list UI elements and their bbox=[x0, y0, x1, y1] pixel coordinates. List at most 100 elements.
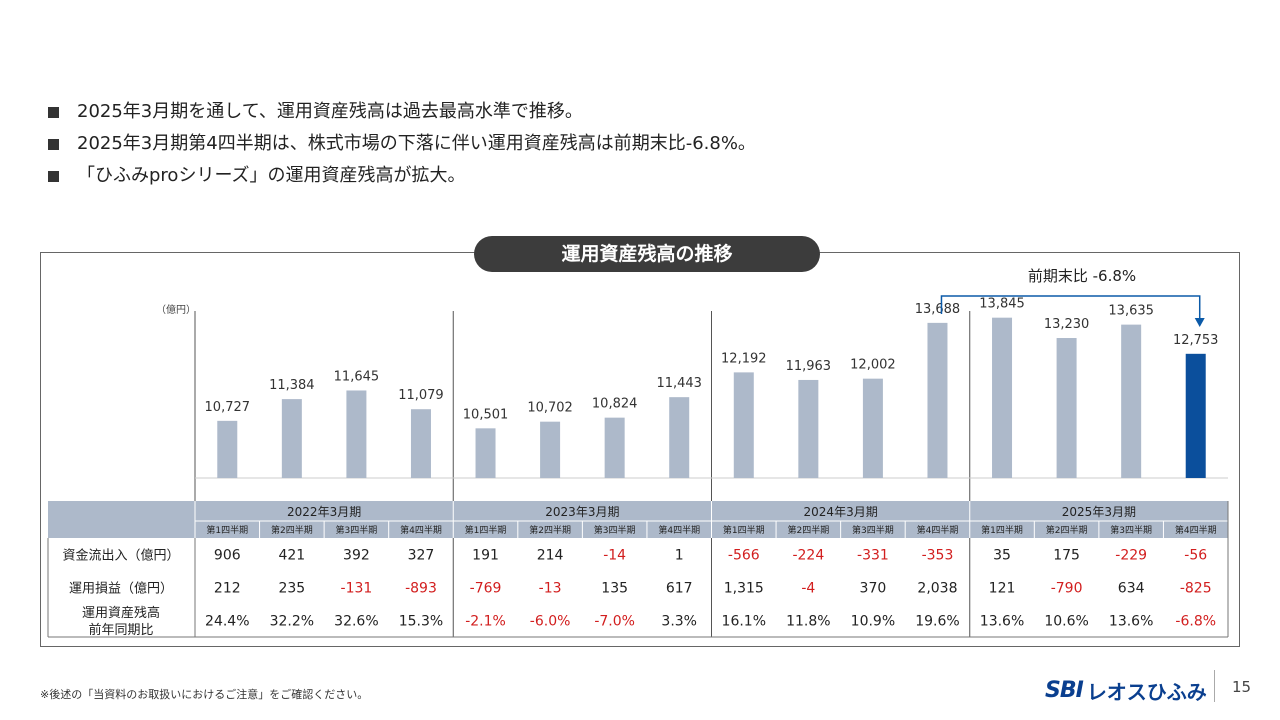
bar bbox=[1121, 324, 1142, 478]
table-cell: 32.6% bbox=[334, 614, 378, 630]
bullet-item: 「ひふみproシリーズ」の運用資産残高が拡大。 bbox=[48, 160, 756, 192]
unit-label: （億円） bbox=[156, 303, 196, 316]
quarter-label: 第1四半期 bbox=[465, 524, 507, 536]
data-label: 13,845 bbox=[979, 297, 1025, 312]
data-label: 12,753 bbox=[1173, 333, 1219, 348]
table-cell: 10.6% bbox=[1044, 614, 1088, 630]
quarter-label: 第3四半期 bbox=[594, 524, 636, 536]
bullet-list: 2025年3月期を通して、運用資産残高は過去最高水準で推移。 2025年3月期第… bbox=[48, 96, 756, 192]
year-label: 2024年3月期 bbox=[804, 505, 878, 519]
bullet-square-icon bbox=[48, 138, 59, 150]
quarter-label: 第3四半期 bbox=[336, 524, 378, 536]
bullet-item: 2025年3月期を通して、運用資産残高は過去最高水準で推移。 bbox=[48, 96, 756, 128]
row-label: 前年同期比 bbox=[88, 622, 153, 638]
bar bbox=[1185, 353, 1206, 478]
table-cell: -2.1% bbox=[465, 614, 506, 630]
company-logo: SBI レオスひふみ bbox=[1045, 676, 1207, 705]
table-cell: 10.9% bbox=[851, 614, 895, 630]
quarter-label: 第4四半期 bbox=[658, 524, 700, 536]
table-header-band bbox=[48, 501, 1228, 538]
table-cell: -7.0% bbox=[594, 614, 635, 630]
footnote: ※後述の「当資料のお取扱いにおけるご注意」をご確認ください。 bbox=[40, 688, 369, 701]
year-label: 2025年3月期 bbox=[1062, 505, 1136, 519]
quarter-label: 第1四半期 bbox=[723, 524, 765, 536]
bar bbox=[281, 399, 302, 478]
row-label: 資金流出入（億円） bbox=[62, 548, 179, 564]
arrow-down-icon bbox=[1194, 318, 1205, 327]
data-label: 11,963 bbox=[786, 359, 832, 374]
footer-divider bbox=[1214, 670, 1215, 702]
table-cell: -13 bbox=[539, 581, 562, 597]
table-cell: -893 bbox=[405, 581, 437, 597]
table-cell: 32.2% bbox=[270, 614, 314, 630]
table-cell: 16.1% bbox=[722, 614, 766, 630]
quarter-label: 第3四半期 bbox=[852, 524, 894, 536]
bullet-square-icon bbox=[48, 170, 59, 182]
table-cell: 24.4% bbox=[205, 614, 249, 630]
bullet-text: 2025年3月期第4四半期は、株式市場の下落に伴い運用資産残高は前期末比-6.8… bbox=[77, 133, 756, 154]
bullet-square-icon bbox=[48, 106, 59, 118]
data-label: 13,688 bbox=[915, 302, 961, 317]
bar bbox=[1056, 338, 1077, 478]
change-annotation: 前期末比 -6.8% bbox=[1028, 267, 1136, 285]
table-cell: 1 bbox=[675, 548, 684, 564]
table-cell: 191 bbox=[472, 548, 499, 564]
table-cell: 370 bbox=[860, 581, 887, 597]
data-label: 13,230 bbox=[1044, 317, 1090, 332]
bar bbox=[733, 372, 754, 478]
table-cell: 175 bbox=[1053, 548, 1080, 564]
chart-title: 運用資産残高の推移 bbox=[474, 236, 820, 272]
bullet-item: 2025年3月期第4四半期は、株式市場の下落に伴い運用資産残高は前期末比-6.8… bbox=[48, 128, 756, 160]
bullet-text: 「ひふみproシリーズ」の運用資産残高が拡大。 bbox=[77, 165, 466, 186]
data-label: 10,824 bbox=[592, 397, 638, 412]
bar bbox=[669, 397, 690, 478]
table-cell: 35 bbox=[993, 548, 1011, 564]
table-cell: 13.6% bbox=[1109, 614, 1153, 630]
data-label: 11,079 bbox=[398, 388, 444, 403]
bar bbox=[410, 409, 431, 478]
bar bbox=[475, 428, 496, 478]
table-cell: 327 bbox=[408, 548, 435, 564]
table-cell: -6.0% bbox=[530, 614, 571, 630]
table-cell: 11.8% bbox=[786, 614, 830, 630]
quarter-label: 第1四半期 bbox=[981, 524, 1023, 536]
table-cell: -229 bbox=[1115, 548, 1147, 564]
table-cell: 634 bbox=[1118, 581, 1145, 597]
data-label: 11,645 bbox=[334, 369, 380, 384]
bar bbox=[346, 390, 367, 478]
table-cell: -4 bbox=[801, 581, 815, 597]
bar bbox=[217, 420, 238, 478]
table-cell: 392 bbox=[343, 548, 370, 564]
logo-sbi-text: SBI bbox=[1045, 678, 1084, 703]
data-label: 12,002 bbox=[850, 358, 896, 373]
table-cell: 617 bbox=[666, 581, 693, 597]
table-cell: -224 bbox=[792, 548, 824, 564]
table-cell: -566 bbox=[728, 548, 760, 564]
table-cell: -6.8% bbox=[1175, 614, 1216, 630]
table-cell: 421 bbox=[278, 548, 305, 564]
change-bracket bbox=[940, 295, 1201, 318]
table-cell: 1,315 bbox=[724, 581, 764, 597]
quarter-label: 第1四半期 bbox=[206, 524, 248, 536]
quarter-label: 第2四半期 bbox=[529, 524, 571, 536]
data-label: 12,192 bbox=[721, 351, 767, 366]
table-cell: 121 bbox=[989, 581, 1016, 597]
quarter-label: 第4四半期 bbox=[917, 524, 959, 536]
year-label: 2022年3月期 bbox=[287, 505, 361, 519]
table-cell: 2,038 bbox=[917, 581, 957, 597]
bar bbox=[992, 317, 1013, 478]
table-cell: -331 bbox=[857, 548, 889, 564]
table-cell: -790 bbox=[1051, 581, 1083, 597]
quarter-label: 第4四半期 bbox=[1175, 524, 1217, 536]
bar bbox=[540, 421, 561, 478]
table-cell: 906 bbox=[214, 548, 241, 564]
quarter-label: 第2四半期 bbox=[1046, 524, 1088, 536]
logo-company-name: レオスひふみ bbox=[1086, 680, 1207, 704]
table-cell: 3.3% bbox=[661, 614, 697, 630]
data-label: 11,384 bbox=[269, 378, 315, 393]
year-label: 2023年3月期 bbox=[545, 505, 619, 519]
bar bbox=[862, 378, 883, 478]
table-cell: 135 bbox=[601, 581, 628, 597]
data-label: 13,635 bbox=[1108, 304, 1154, 319]
